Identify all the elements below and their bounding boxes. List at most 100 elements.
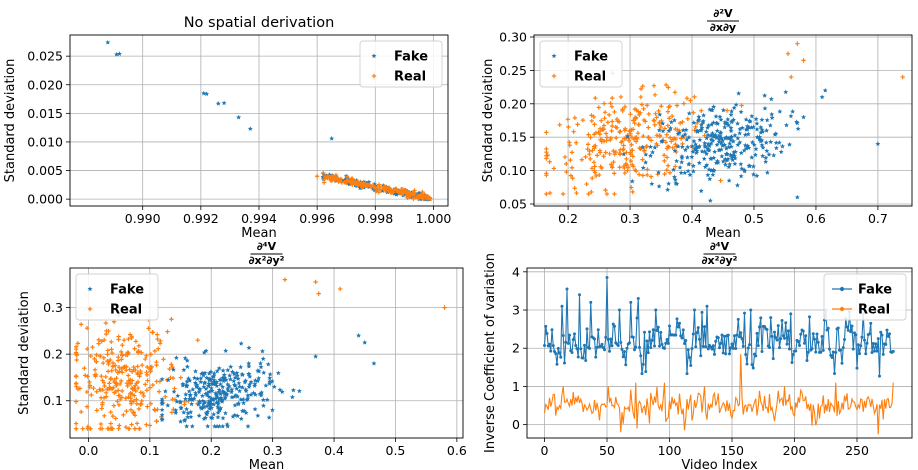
fake-point — [806, 350, 810, 354]
fake-point — [263, 382, 269, 388]
fake-point — [198, 375, 204, 381]
real-point — [84, 389, 90, 395]
fake-point — [704, 345, 708, 349]
real-point — [96, 337, 101, 343]
real-point — [114, 375, 119, 381]
real-point — [98, 395, 104, 400]
real-point — [94, 352, 99, 358]
fake-point — [709, 122, 715, 127]
fake-point — [653, 344, 656, 348]
title-denominator: ∂x²∂y² — [702, 254, 738, 267]
fake-point — [636, 297, 640, 301]
fake-point — [695, 331, 699, 335]
fake-point — [855, 366, 859, 370]
fake-point — [765, 328, 769, 332]
fake-point — [766, 151, 772, 157]
fake-point — [722, 119, 728, 125]
fake-point — [225, 367, 231, 373]
fake-point — [187, 396, 193, 401]
fake-point — [173, 410, 179, 415]
x-tick-label: 0.2 — [558, 211, 578, 226]
real-point — [100, 402, 105, 407]
real-point — [646, 125, 651, 130]
fake-point — [834, 351, 838, 355]
fake-point — [185, 410, 191, 416]
x-axis-label: Mean — [249, 458, 284, 470]
real-point — [557, 122, 562, 128]
fake-point — [781, 334, 785, 338]
real-point — [633, 167, 638, 173]
fake-point — [219, 397, 225, 403]
real-point — [73, 381, 79, 386]
fake-point — [691, 332, 695, 336]
x-tick-label: 0.0 — [78, 443, 98, 458]
fake-point — [703, 129, 709, 134]
fake-point — [560, 304, 564, 308]
fake-point — [745, 131, 751, 137]
fake-point — [790, 108, 796, 114]
real-point — [391, 188, 397, 193]
fake-point — [683, 342, 686, 346]
fake-point — [723, 151, 729, 157]
fake-point — [741, 147, 747, 153]
fake-point — [623, 350, 626, 354]
fake-point — [714, 142, 720, 147]
real-point — [574, 140, 579, 145]
fake-point — [754, 173, 760, 178]
real-point — [120, 342, 125, 348]
real-point — [93, 374, 98, 379]
fake-point — [730, 342, 734, 346]
real-point — [116, 337, 121, 342]
fake-point — [186, 388, 192, 394]
real-point — [593, 130, 599, 136]
fake-point — [225, 423, 231, 429]
fake-point — [689, 143, 695, 149]
real-point — [560, 191, 566, 197]
fake-point — [668, 125, 674, 131]
fake-point — [728, 352, 731, 356]
fake-point — [192, 375, 197, 381]
fake-point — [805, 359, 809, 363]
fake-point — [688, 355, 691, 359]
real-point — [114, 380, 119, 386]
fake-point — [695, 118, 701, 123]
real-point — [604, 138, 609, 143]
fake-point — [666, 341, 670, 345]
real-point — [116, 393, 121, 398]
fake-point — [747, 163, 753, 169]
fake-point — [678, 321, 681, 325]
x-tick-label: 0.6 — [447, 443, 467, 458]
real-point — [595, 153, 600, 158]
fake-point — [675, 317, 679, 321]
fake-point — [738, 335, 741, 339]
legend-dot — [840, 307, 844, 311]
fake-point — [206, 381, 212, 386]
fake-point — [675, 143, 681, 149]
real-point — [596, 105, 601, 110]
fake-point — [760, 145, 766, 150]
fake-point — [220, 423, 226, 429]
real-series-line — [543, 353, 894, 435]
fake-point — [220, 415, 226, 421]
fake-point — [732, 161, 738, 166]
fake-point — [768, 96, 774, 102]
fake-point — [719, 135, 725, 141]
real-point — [788, 74, 794, 80]
fake-point — [722, 124, 728, 130]
real-point — [544, 156, 549, 161]
fake-point — [713, 135, 719, 140]
fake-point — [256, 368, 262, 374]
fake-point — [717, 114, 723, 119]
legend-dot — [840, 287, 844, 291]
real-point — [586, 132, 591, 137]
fake-point — [764, 128, 770, 133]
fake-point — [545, 331, 549, 335]
fake-point — [650, 338, 654, 342]
y-axis-label: Standard deviation — [3, 59, 18, 183]
fake-point — [207, 403, 213, 408]
fake-point — [673, 180, 679, 186]
fake-point — [643, 159, 649, 165]
real-point — [597, 128, 603, 134]
real-point — [652, 118, 657, 124]
real-point — [423, 193, 429, 199]
